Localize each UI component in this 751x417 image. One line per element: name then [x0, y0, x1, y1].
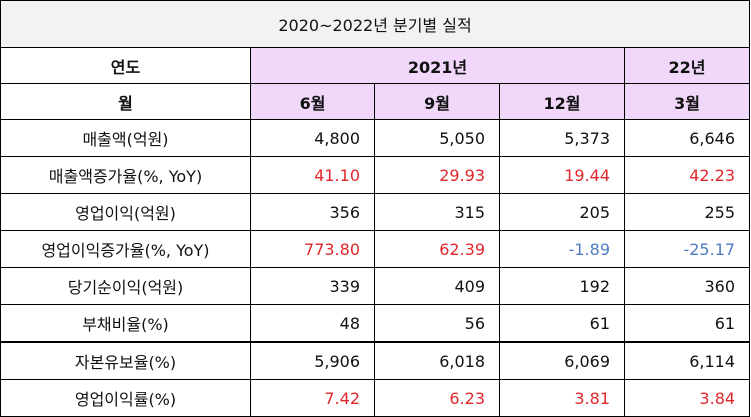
value-cell: 6,069	[499, 341, 625, 380]
table-row: 영업이익증가율(%, YoY) 773.80 62.39 -1.89 -25.17	[0, 230, 751, 268]
value-cell: 255	[623, 193, 751, 231]
month-header: 6월	[250, 83, 375, 120]
value-cell: 56	[374, 304, 500, 343]
value-cell: 5,373	[499, 119, 625, 157]
value-cell: 205	[499, 193, 625, 231]
month-header-row: 월 6월 9월 12월 3월	[0, 83, 751, 120]
row-label: 영업이익증가율(%, YoY)	[0, 230, 251, 268]
value-cell: 19.44	[499, 156, 625, 194]
row-label: 영업이익(억원)	[0, 193, 251, 231]
table-row: 영업이익(억원) 356 315 205 255	[0, 193, 751, 231]
month-header: 3월	[623, 83, 751, 120]
value-cell: -25.17	[623, 230, 751, 268]
value-cell: 42.23	[623, 156, 751, 194]
row-label: 매출액증가율(%, YoY)	[0, 156, 251, 194]
value-cell: -1.89	[499, 230, 625, 268]
value-cell: 5,906	[250, 341, 375, 380]
value-cell: 315	[374, 193, 500, 231]
value-cell: 4,800	[250, 119, 375, 157]
value-cell: 409	[374, 267, 500, 305]
table-title: 2020~2022년 분기별 실적	[0, 0, 751, 48]
table-row: 매출액(억원) 4,800 5,050 5,373 6,646	[0, 119, 751, 157]
value-cell: 6,114	[623, 341, 751, 380]
table-caption-row: 2020~2022년 분기별 실적	[0, 0, 751, 48]
value-cell: 773.80	[250, 230, 375, 268]
year-2021-header: 2021년	[250, 47, 625, 84]
value-cell: 61	[623, 304, 751, 343]
month-label: 월	[0, 83, 251, 120]
row-label: 부채비율(%)	[0, 304, 251, 343]
table-row: 당기순이익(억원) 339 409 192 360	[0, 267, 751, 305]
row-label: 당기순이익(억원)	[0, 267, 251, 305]
row-label: 매출액(억원)	[0, 119, 251, 157]
value-cell: 5,050	[374, 119, 500, 157]
value-cell: 356	[250, 193, 375, 231]
month-header: 12월	[499, 83, 625, 120]
value-cell: 61	[499, 304, 625, 343]
value-cell: 62.39	[374, 230, 500, 268]
table-row: 자본유보율(%) 5,906 6,018 6,069 6,114	[0, 341, 751, 380]
table-row: 부채비율(%) 48 56 61 61	[0, 304, 751, 343]
year-22-header: 22년	[623, 47, 751, 84]
value-cell: 360	[623, 267, 751, 305]
year-header-row: 연도 2021년 22년	[0, 47, 751, 84]
value-cell: 192	[499, 267, 625, 305]
row-label: 자본유보율(%)	[0, 341, 251, 380]
value-cell: 48	[250, 304, 375, 343]
value-cell: 41.10	[250, 156, 375, 194]
month-header: 9월	[374, 83, 500, 120]
year-label: 연도	[0, 47, 251, 84]
value-cell: 6,646	[623, 119, 751, 157]
value-cell: 339	[250, 267, 375, 305]
value-cell: 29.93	[374, 156, 500, 194]
value-cell: 6,018	[374, 341, 500, 380]
table-row: 매출액증가율(%, YoY) 41.10 29.93 19.44 42.23	[0, 156, 751, 194]
table-body: 매출액(억원) 4,800 5,050 5,373 6,646 매출액증가율(%, YoY…	[0, 119, 751, 417]
